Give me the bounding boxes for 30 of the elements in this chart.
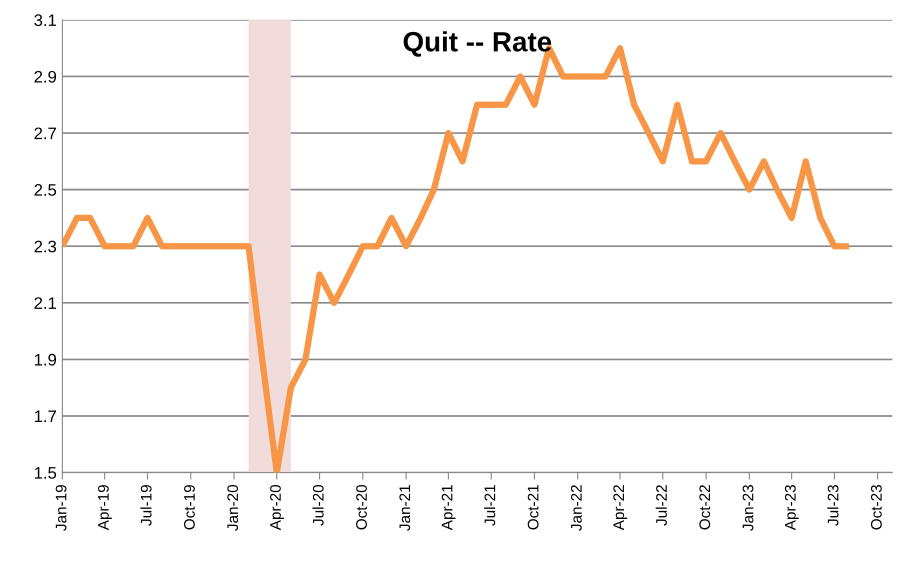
y-tick-label: 1.5 — [34, 467, 56, 479]
x-tick-label: Oct-22 — [699, 485, 710, 530]
x-tick-label: Jan-23 — [742, 485, 754, 531]
x-tick-label: Oct-23 — [870, 485, 882, 530]
x-tick-label: Jan-22 — [570, 485, 582, 531]
y-tick-label: 1.7 — [34, 410, 56, 422]
x-tick-label: Jul-20 — [312, 484, 324, 526]
y-tick-label: 2.1 — [34, 297, 56, 309]
x-tick-label: Jul-22 — [656, 485, 667, 526]
y-tick-label: 2.5 — [34, 184, 56, 196]
chart-title: Quit -- Rate — [404, 31, 552, 57]
x-tick-label: Jul-19 — [140, 485, 152, 526]
x-tick-label: Apr-20 — [270, 484, 284, 530]
y-tick-label: 3.1 — [34, 14, 56, 26]
x-tick-label: Oct-19 — [184, 485, 195, 530]
x-tick-label: Apr-22 — [613, 485, 628, 530]
x-tick-label: Jan-20 — [227, 484, 238, 531]
y-tick-label: 2.9 — [34, 70, 56, 83]
x-tick-label: Oct-21 — [528, 485, 539, 530]
y-tick-label: 2.7 — [34, 127, 56, 140]
x-tick-label: Apr-19 — [98, 485, 112, 530]
x-tick-label: Jul-21 — [484, 485, 496, 526]
x-tick-label: Oct-20 — [356, 484, 367, 530]
x-tick-label: Apr-21 — [442, 485, 456, 530]
y-tick-label: 1.9 — [34, 354, 56, 366]
x-tick-label: Jan-21 — [399, 485, 410, 531]
x-tick-label: Apr-23 — [784, 485, 799, 530]
x-tick-label: Jan-19 — [56, 485, 66, 531]
x-tick-label: Jul-23 — [827, 485, 839, 526]
y-tick-label: 2.3 — [34, 240, 56, 252]
